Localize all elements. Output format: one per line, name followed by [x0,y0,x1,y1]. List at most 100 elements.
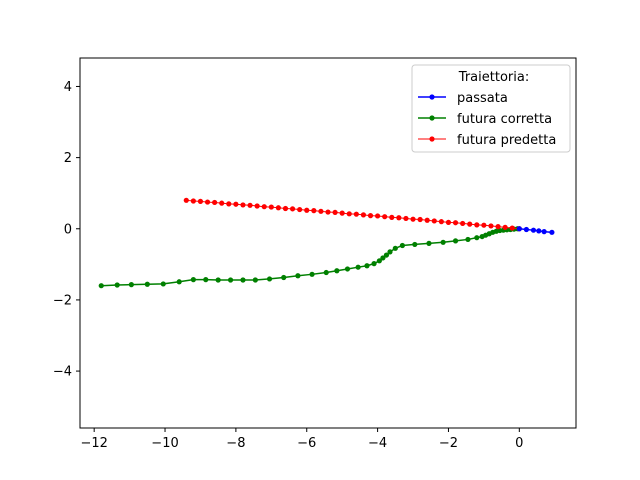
data-point-passata [536,228,542,234]
legend-label-passata: passata [457,91,508,106]
data-point-futura-corretta [399,242,405,249]
x-tick-label: −10 [151,436,178,451]
data-point-futura-predetta [403,215,409,222]
data-point-futura-corretta [240,277,246,283]
y-tick-label: 0 [64,222,72,237]
data-point-futura-corretta [387,249,393,255]
data-point-futura-predetta [247,202,253,208]
data-point-futura-predetta [488,223,494,229]
data-point-futura-corretta [252,277,258,283]
data-point-futura-corretta [355,264,361,270]
data-point-futura-predetta [495,224,501,230]
legend-title: Traiettoria: [458,70,529,85]
data-point-futura-corretta [309,271,315,277]
data-point-futura-predetta [212,199,218,206]
data-point-futura-corretta [128,282,134,288]
data-point-futura-corretta [160,281,166,287]
data-point-futura-predetta [318,208,324,214]
data-point-futura-corretta [334,268,340,274]
legend-entry-futura-predetta: futura predetta [418,133,556,148]
x-tick-label: −12 [80,436,107,451]
data-point-futura-predetta [360,212,367,218]
data-point-futura-predetta [190,198,196,204]
series-futura-predetta [183,197,522,232]
data-point-futura-predetta [445,219,452,225]
data-point-futura-corretta [376,258,382,264]
data-point-futura-predetta [460,220,466,227]
data-point-futura-predetta [481,222,487,228]
data-point-futura-predetta [367,213,374,219]
data-point-futura-predetta [183,197,189,203]
data-point-futura-corretta [227,277,234,283]
data-point-futura-corretta [190,277,196,283]
data-point-futura-predetta [240,202,246,208]
data-point-passata [530,227,537,233]
data-point-futura-predetta [438,219,444,225]
data-point-futura-predetta [226,201,232,207]
data-point-futura-predetta [353,211,359,217]
data-point-futura-corretta [371,261,377,267]
data-point-futura-predetta [325,209,331,215]
legend-marker-passata [429,94,435,100]
data-point-futura-predetta [311,208,317,214]
series-passata [516,226,555,235]
data-point-futura-predetta [219,200,225,206]
data-point-futura-corretta [380,255,386,261]
data-point-passata [541,229,547,235]
legend-entry-futura-corretta: futura corretta [418,112,552,127]
data-point-futura-corretta [474,235,480,241]
data-point-futura-corretta [98,283,104,289]
data-point-futura-predetta [268,204,274,210]
x-tick-label: −8 [226,436,245,451]
data-point-futura-corretta [383,252,390,258]
data-point-futura-predetta [261,204,267,210]
data-point-futura-predetta [275,205,281,211]
x-tick-label: −6 [297,436,316,451]
data-point-passata [549,229,555,235]
data-point-futura-predetta [396,215,402,221]
data-point-futura-predetta [474,222,480,228]
data-point-futura-corretta [344,266,351,272]
plot-frame [79,57,577,429]
y-tick-label: −2 [53,293,72,308]
data-point-futura-predetta [289,206,296,212]
data-point-futura-corretta [114,282,120,288]
legend-box [411,64,571,153]
data-point-futura-corretta [440,239,446,245]
legend-marker-futura-predetta [429,136,435,142]
data-point-futura-predetta [389,214,395,220]
y-tick-label: 4 [64,80,72,95]
data-point-futura-predetta [452,220,459,226]
data-point-futura-predetta [233,201,239,207]
x-tick-label: 0 [515,436,523,451]
y-tick-label: 2 [64,151,72,166]
data-point-futura-predetta [375,213,381,219]
data-point-futura-corretta [465,236,471,243]
legend: Traiettoria: passata futura corretta fut… [411,64,571,153]
data-point-futura-corretta [215,277,221,283]
y-axis: −4 −2 0 2 4 [53,80,80,380]
data-point-futura-corretta [144,281,150,287]
data-point-futura-corretta [364,263,370,269]
data-point-futura-predetta [431,218,437,224]
x-tick-label: −4 [368,436,387,451]
legend-marker-futura-corretta [429,115,435,121]
data-point-passata [516,226,522,232]
data-point-futura-corretta [281,274,287,281]
data-point-passata [523,226,530,233]
data-point-futura-predetta [467,221,473,227]
data-point-futura-corretta [426,240,432,246]
x-tick-label: −2 [439,436,458,451]
data-point-futura-predetta [410,216,416,222]
data-point-futura-predetta [382,214,388,220]
data-point-futura-predetta [197,198,204,204]
data-point-futura-corretta [266,276,273,282]
data-point-futura-corretta [295,273,301,279]
data-point-futura-predetta [346,211,352,217]
data-point-futura-corretta [392,245,398,251]
data-point-futura-predetta [339,210,345,216]
x-axis: −12 −10 −8 −6 −4 −2 0 [80,428,523,451]
legend-label-futura-corretta: futura corretta [457,112,552,127]
data-point-futura-predetta [417,216,423,223]
